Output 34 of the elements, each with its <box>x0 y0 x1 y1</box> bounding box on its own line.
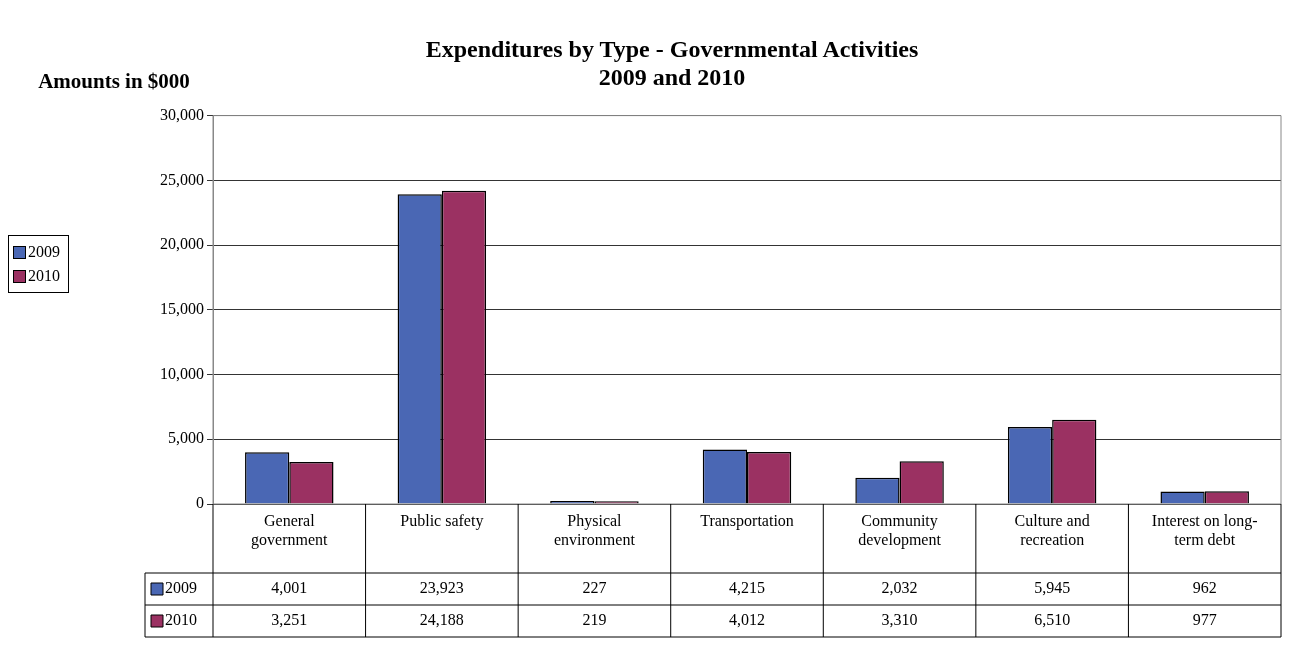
x-tick-label: Interest on long-term debt <box>1151 511 1258 548</box>
legend-label: 2010 <box>165 611 197 629</box>
data-label: 3,310 <box>881 611 918 629</box>
data-label: 4,001 <box>271 579 308 597</box>
chart-title: Expenditures by Type - Governmental Activities 2009 and 2010 <box>425 35 919 91</box>
y-tick-label: 25,000 <box>160 170 204 188</box>
data-label: 5,945 <box>1034 579 1071 597</box>
x-tick-label: Community development <box>858 511 942 549</box>
y-tick-label: 15,000 <box>160 300 204 317</box>
data-label: 6,510 <box>1034 611 1071 629</box>
text: 2010 <box>28 267 60 284</box>
data-label: 2,032 <box>881 579 918 597</box>
x-tick-label: Public safety <box>400 511 484 530</box>
y-tick-label: 10,000 <box>160 364 204 382</box>
data-label: 23,923 <box>419 579 464 597</box>
x-tick-label: Transportation <box>700 511 794 530</box>
data-label: 4,215 <box>729 579 765 597</box>
text: 2009 <box>28 243 60 260</box>
data-label: 977 <box>1192 611 1217 629</box>
x-tick-label: Culture and recreation <box>1014 511 1090 548</box>
x-tick-label: General government <box>251 511 329 549</box>
data-label: 962 <box>1192 579 1217 597</box>
y-axis-title: Amounts in $000 <box>38 69 190 94</box>
data-label: 4,012 <box>729 611 765 629</box>
data-label: 24,188 <box>419 611 464 629</box>
y-tick-label: 20,000 <box>160 235 204 253</box>
data-label: 3,251 <box>271 611 308 629</box>
y-tick-label: 30,000 <box>160 105 204 123</box>
y-tick-label: 0 <box>196 494 204 512</box>
legend-label: 2009 <box>165 579 197 597</box>
y-tick-label: 5,000 <box>168 429 204 447</box>
data-label: 219 <box>582 611 607 629</box>
x-tick-label: Physical environment <box>553 511 636 548</box>
data-label: 227 <box>582 579 607 597</box>
